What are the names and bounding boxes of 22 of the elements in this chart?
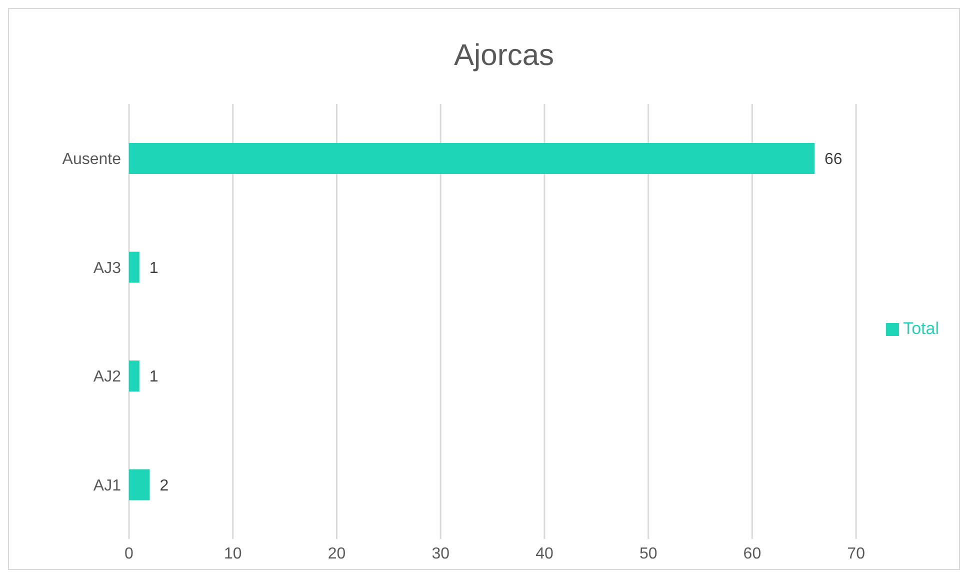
chart-title: Ajorcas (452, 38, 556, 74)
bar (129, 143, 815, 174)
data-label: 1 (149, 368, 158, 386)
data-label: 2 (160, 477, 169, 494)
x-tick-label: 0 (124, 545, 134, 562)
x-tick-label: 50 (639, 545, 658, 562)
y-tick-label: Ausente (62, 151, 122, 168)
x-tick-label: 70 (847, 545, 866, 562)
y-tick-label: AJ3 (93, 260, 122, 277)
y-tick-label: AJ2 (93, 368, 122, 386)
x-tick-label: 40 (536, 545, 554, 562)
y-tick-label: AJ1 (93, 477, 122, 494)
bar (129, 252, 140, 283)
x-tick-label: 30 (432, 545, 450, 562)
bar (129, 360, 140, 392)
bar (129, 469, 150, 500)
data-label: 1 (149, 260, 158, 277)
x-tick-label: 60 (743, 545, 762, 562)
x-tick-label: 10 (224, 545, 242, 562)
legend-label: Total (903, 319, 939, 338)
data-label: 66 (824, 151, 842, 168)
x-tick-label: 20 (328, 545, 346, 562)
